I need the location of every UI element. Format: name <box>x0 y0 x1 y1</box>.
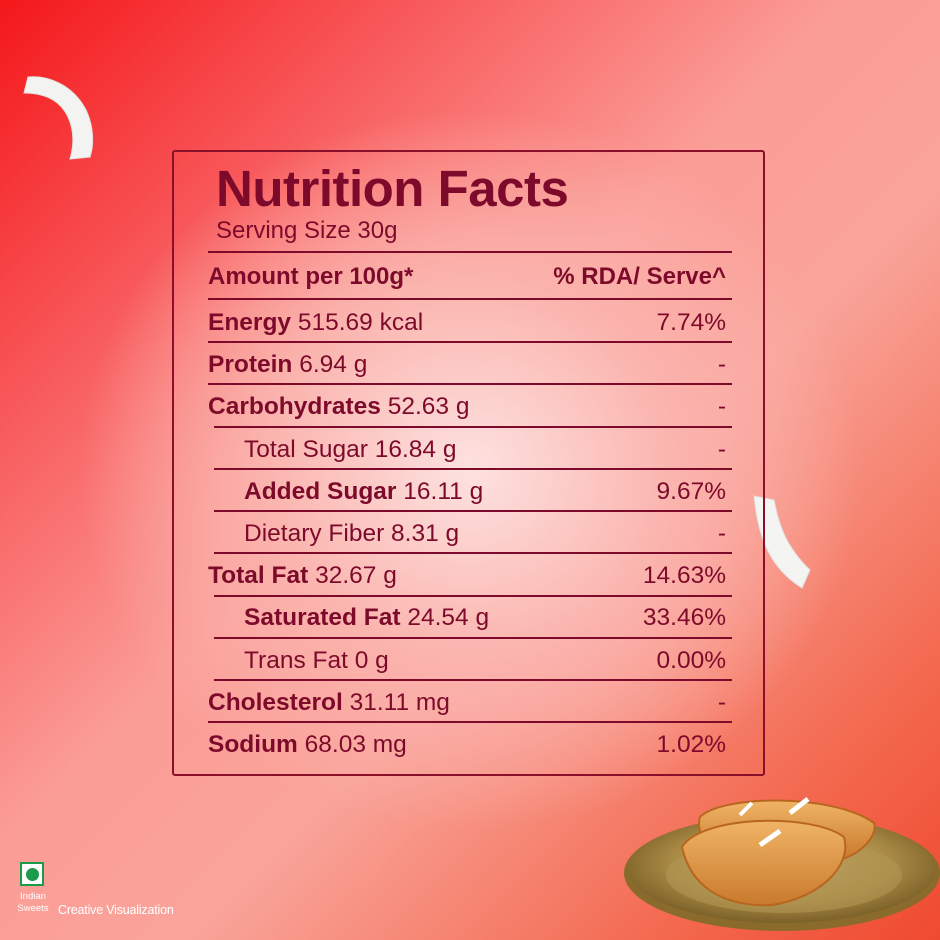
nutrient-row-protein: Protein 6.94 g - <box>208 346 726 384</box>
nutrient-row-cholesterol: Cholesterol 31.11 mg - <box>208 684 726 722</box>
veg-mark-icon <box>20 862 44 886</box>
nutrient-rda: - <box>717 393 726 420</box>
nutrient-name: Sodium <box>208 731 298 758</box>
nutrient-label: Total Sugar 16.84 g <box>208 436 457 464</box>
nutrition-facts-panel <box>172 150 765 776</box>
divider <box>214 468 732 470</box>
brand-label: Indian Sweets <box>17 891 49 915</box>
divider <box>214 595 732 597</box>
nutrient-name: Total Sugar <box>244 436 368 463</box>
nutrient-rda: 7.74% <box>656 309 726 336</box>
nutrient-label: Energy 515.69 kcal <box>208 309 423 337</box>
nutrient-label: Carbohydrates 52.63 g <box>208 393 469 421</box>
divider <box>208 721 732 723</box>
nutrient-name: Added Sugar <box>244 478 397 505</box>
nutrient-amount: 0 g <box>354 647 389 674</box>
nutrition-title: Nutrition Facts <box>216 160 569 217</box>
creative-visualization-caption: Creative Visualization <box>58 903 174 917</box>
nutrient-amount: 8.31 g <box>391 520 460 547</box>
nutrient-row-added-sugar: Added Sugar 16.11 g 9.67% <box>208 473 726 511</box>
nutrient-label: Cholesterol 31.11 mg <box>208 689 450 717</box>
nutrient-name: Total Fat <box>208 562 309 589</box>
divider <box>208 383 732 385</box>
nutrient-rda: 0.00% <box>656 647 726 674</box>
nutrient-rda: 33.46% <box>642 604 726 631</box>
divider <box>214 510 732 512</box>
brand-line-2: Sweets <box>17 903 49 914</box>
serving-size: Serving Size 30g <box>216 217 398 244</box>
nutrient-name: Dietary Fiber <box>244 520 385 547</box>
nutrient-name: Cholesterol <box>208 689 343 716</box>
nutrient-label: Saturated Fat 24.54 g <box>208 604 489 632</box>
nutrient-amount: 31.11 mg <box>349 689 450 716</box>
nutrient-name: Energy <box>208 309 292 336</box>
nutrient-amount: 52.63 g <box>387 393 470 420</box>
nutrient-rda: 9.67% <box>656 478 726 505</box>
nutrient-amount: 515.69 kcal <box>297 309 424 336</box>
nutrient-name: Protein <box>208 351 293 378</box>
nutrient-label: Dietary Fiber 8.31 g <box>208 520 459 548</box>
nutrient-amount: 16.84 g <box>374 436 457 463</box>
divider <box>208 298 732 300</box>
nutrient-amount: 24.54 g <box>407 604 490 631</box>
gujiya-plate-image <box>624 797 940 931</box>
nutrient-label: Sodium 68.03 mg <box>208 731 407 759</box>
nutrient-rda: - <box>717 436 726 463</box>
nutrient-name: Saturated Fat <box>244 604 401 631</box>
nutrient-row-total-fat: Total Fat 32.67 g 14.63% <box>208 557 726 595</box>
nutrient-label: Total Fat 32.67 g <box>208 562 397 590</box>
divider <box>214 426 732 428</box>
divider <box>208 341 732 343</box>
nutrient-rda: - <box>717 520 726 547</box>
nutrient-amount: 32.67 g <box>315 562 397 589</box>
nutrient-rda: - <box>717 689 726 716</box>
nutrient-amount: 68.03 mg <box>304 731 407 758</box>
nutrient-label: Added Sugar 16.11 g <box>208 478 483 506</box>
nutrient-name: Carbohydrates <box>208 393 381 420</box>
nutrient-row-total-sugar: Total Sugar 16.84 g - <box>208 431 726 469</box>
header-amount: Amount per 100g* <box>208 263 414 290</box>
coconut-slice-top-left <box>23 76 94 160</box>
table-header: Amount per 100g* % RDA/ Serve^ <box>208 258 726 296</box>
nutrient-name: Trans Fat <box>244 647 348 674</box>
nutrient-rda: 1.02% <box>656 731 726 758</box>
coconut-slice-right <box>753 495 811 589</box>
nutrient-amount: 6.94 g <box>299 351 368 378</box>
nutrient-row-sodium: Sodium 68.03 mg 1.02% <box>208 726 726 764</box>
divider <box>214 637 732 639</box>
nutrient-rda: - <box>717 351 726 378</box>
nutrient-row-energy: Energy 515.69 kcal 7.74% <box>208 304 726 342</box>
divider <box>208 251 732 253</box>
header-rda: % RDA/ Serve^ <box>553 263 726 290</box>
nutrient-row-trans-fat: Trans Fat 0 g 0.00% <box>208 642 726 680</box>
divider <box>214 552 732 554</box>
nutrient-label: Protein 6.94 g <box>208 351 367 379</box>
nutrient-amount: 16.11 g <box>403 478 484 505</box>
nutrient-rda: 14.63% <box>642 562 726 589</box>
nutrient-label: Trans Fat 0 g <box>208 647 389 675</box>
nutrient-row-carbohydrates: Carbohydrates 52.63 g - <box>208 388 726 426</box>
nutrient-row-dietary-fiber: Dietary Fiber 8.31 g - <box>208 515 726 553</box>
brand-line-1: Indian <box>20 891 46 902</box>
nutrient-row-saturated-fat: Saturated Fat 24.54 g 33.46% <box>208 599 726 637</box>
divider <box>214 679 732 681</box>
